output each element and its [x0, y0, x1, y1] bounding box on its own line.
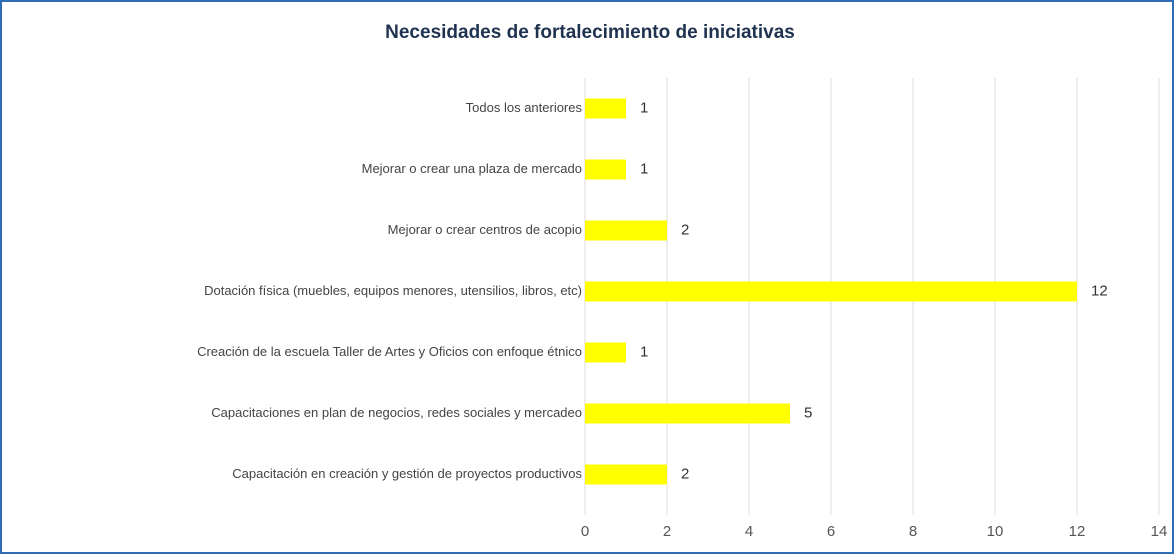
y-tick-label: Capacitación en creación y gestión de pr… — [232, 466, 582, 481]
x-tick-label: 14 — [1151, 523, 1168, 540]
bar — [585, 342, 626, 363]
data-label: 1 — [640, 343, 648, 360]
bar — [585, 281, 1077, 302]
data-label: 1 — [640, 160, 648, 177]
y-tick-label: Creación de la escuela Taller de Artes y… — [197, 344, 582, 359]
x-tick-label: 6 — [827, 523, 835, 540]
data-label: 2 — [681, 221, 689, 238]
chart-title: Necesidades de fortalecimiento de inicia… — [385, 22, 795, 43]
data-label: 2 — [681, 465, 689, 482]
x-tick-label: 8 — [909, 523, 917, 540]
x-tick-label: 10 — [987, 523, 1004, 540]
x-tick-label: 12 — [1069, 523, 1086, 540]
y-tick-label: Capacitaciones en plan de negocios, rede… — [211, 405, 582, 420]
data-label: 5 — [804, 404, 812, 421]
y-tick-label: Todos los anteriores — [466, 100, 583, 115]
bar — [585, 464, 667, 485]
x-tick-label: 2 — [663, 523, 671, 540]
bar — [585, 159, 626, 180]
bar — [585, 220, 667, 241]
data-label: 12 — [1091, 282, 1108, 299]
x-tick-label: 4 — [745, 523, 753, 540]
data-label: 1 — [640, 99, 648, 116]
y-tick-label: Mejorar o crear centros de acopio — [388, 222, 582, 237]
x-tick-label: 0 — [581, 523, 589, 540]
y-tick-label: Mejorar o crear una plaza de mercado — [362, 161, 582, 176]
bar — [585, 98, 626, 119]
y-tick-label: Dotación física (muebles, equipos menore… — [204, 283, 582, 298]
bar — [585, 403, 790, 424]
